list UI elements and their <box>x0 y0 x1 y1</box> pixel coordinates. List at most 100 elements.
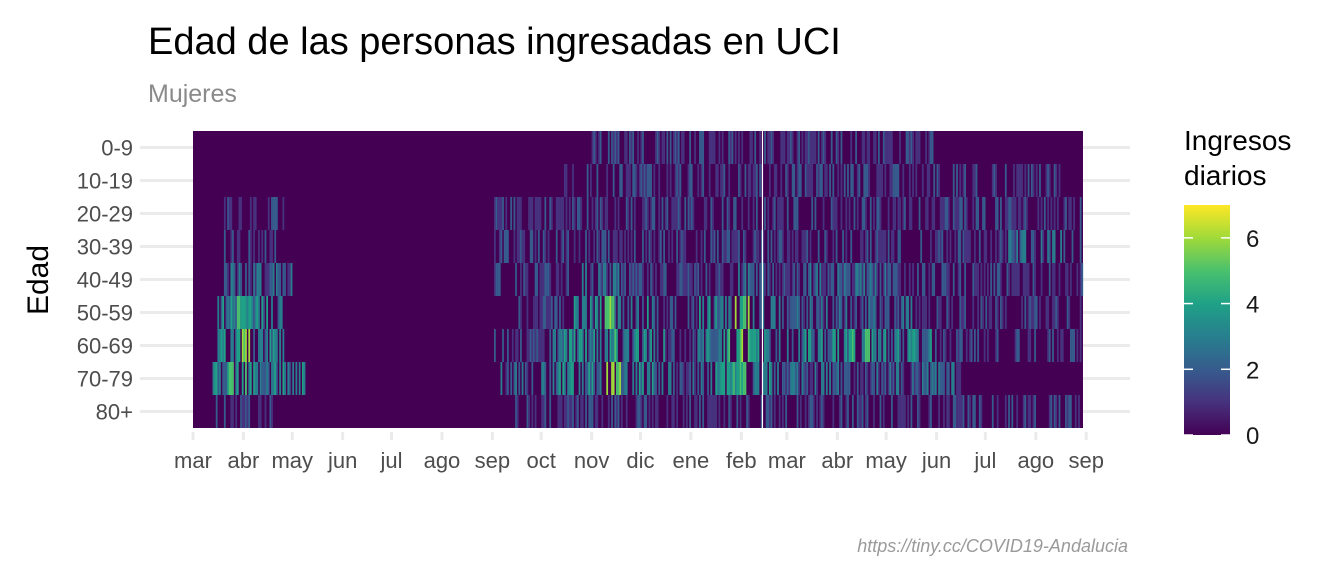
heatmap-cell <box>759 131 761 164</box>
heatmap-cell <box>694 263 696 296</box>
x-tick-label-dic: dic <box>626 448 654 473</box>
heatmap-cell <box>729 131 732 164</box>
heatmap-cell <box>689 395 692 428</box>
heatmap-cell <box>262 296 265 329</box>
heatmap-cell <box>988 296 991 329</box>
heatmap-cell <box>767 197 770 230</box>
heatmap-cell <box>801 131 804 164</box>
heatmap-cell <box>734 131 737 164</box>
heatmap-cell <box>902 395 905 428</box>
heatmap-cell <box>910 197 913 230</box>
heatmap-cell <box>918 362 921 395</box>
heatmap-cell <box>982 296 984 329</box>
heatmap-cell <box>513 230 516 263</box>
heatmap-cell <box>801 362 804 395</box>
heatmap-cell <box>972 395 975 428</box>
heatmap-cell <box>572 197 574 230</box>
heatmap-cell <box>235 362 238 395</box>
heatmap-cell <box>847 329 849 362</box>
heatmap-cell <box>734 362 737 395</box>
heatmap-cell <box>712 329 714 362</box>
heatmap-cell <box>755 230 758 263</box>
heatmap-cell <box>625 362 628 395</box>
heatmap-cell <box>238 230 241 263</box>
heatmap-cell <box>547 263 550 296</box>
heatmap-cell <box>663 296 665 329</box>
heatmap-cell <box>585 395 587 428</box>
heatmap-cell <box>720 362 722 395</box>
heatmap-cell <box>884 230 887 263</box>
heatmap-cell <box>1068 296 1071 329</box>
heatmap-cell <box>627 230 630 263</box>
heatmap-cell <box>699 329 701 362</box>
heatmap-cell <box>1066 263 1069 296</box>
heatmap-cell <box>686 395 688 428</box>
heatmap-cell <box>775 329 778 362</box>
heatmap-cell <box>302 362 304 395</box>
heatmap-cell <box>681 362 683 395</box>
heatmap-cell <box>616 395 618 428</box>
heatmap-cell <box>259 395 262 428</box>
heatmap-cell <box>1073 197 1076 230</box>
heatmap-cell <box>241 329 244 362</box>
heatmap-cell <box>710 329 713 362</box>
heatmap-cell <box>952 197 955 230</box>
heatmap-cell <box>664 197 667 230</box>
heatmap-cell <box>520 263 522 296</box>
heatmap-cell <box>223 197 226 230</box>
heatmap-cell <box>959 230 962 263</box>
heatmap-cell <box>500 362 503 395</box>
heatmap-cell <box>899 197 901 230</box>
heatmap-cell <box>507 230 509 263</box>
heatmap-cell <box>759 164 761 197</box>
heatmap-cell <box>861 131 864 164</box>
heatmap-cell <box>248 362 251 395</box>
heatmap-cell <box>523 230 526 263</box>
heatmap-cell <box>835 362 838 395</box>
heatmap-cell <box>809 164 812 197</box>
heatmap-cell <box>1065 197 1067 230</box>
heatmap-cell <box>235 329 238 362</box>
heatmap-cell <box>830 131 833 164</box>
heatmap-cell <box>524 362 527 395</box>
heatmap-cell <box>912 362 914 395</box>
heatmap-cell <box>1034 230 1036 263</box>
heatmap-cell <box>690 296 693 329</box>
heatmap-cell <box>835 230 838 263</box>
heatmap-cell <box>947 395 950 428</box>
heatmap-cell <box>716 296 719 329</box>
heatmap-cell <box>791 329 794 362</box>
heatmap-cell <box>614 329 617 362</box>
heatmap-cell <box>258 296 260 329</box>
heatmap-cell <box>699 395 701 428</box>
heatmap-cell <box>1021 230 1023 263</box>
heatmap-cell <box>962 164 965 197</box>
heatmap-cell <box>845 395 848 428</box>
heatmap-cell <box>819 395 822 428</box>
y-tick-label-70-79: 70-79 <box>77 367 133 392</box>
heatmap-cell <box>542 362 545 395</box>
heatmap-cell <box>537 197 540 230</box>
heatmap-cell <box>658 131 661 164</box>
heatmap-cell <box>847 263 849 296</box>
heatmap-cell <box>996 395 999 428</box>
heatmap-cell <box>778 395 781 428</box>
heatmap-cell <box>531 230 534 263</box>
heatmap-cell <box>850 296 853 329</box>
heatmap-cell <box>829 263 831 296</box>
heatmap-cell <box>578 230 581 263</box>
heatmap-cell <box>245 263 247 296</box>
heatmap-cell <box>712 131 714 164</box>
heatmap-cell <box>254 263 257 296</box>
heatmap-cell <box>697 164 700 197</box>
heatmap-cell <box>253 230 255 263</box>
heatmap-cell <box>604 263 607 296</box>
heatmap-cell <box>798 164 801 197</box>
heatmap-cell <box>630 230 633 263</box>
heatmap-cell <box>549 296 552 329</box>
heatmap-cell <box>676 131 679 164</box>
heatmap-cell <box>1027 395 1030 428</box>
heatmap-cell <box>1066 395 1069 428</box>
heatmap-cell <box>734 296 737 329</box>
heatmap-cell <box>796 263 799 296</box>
